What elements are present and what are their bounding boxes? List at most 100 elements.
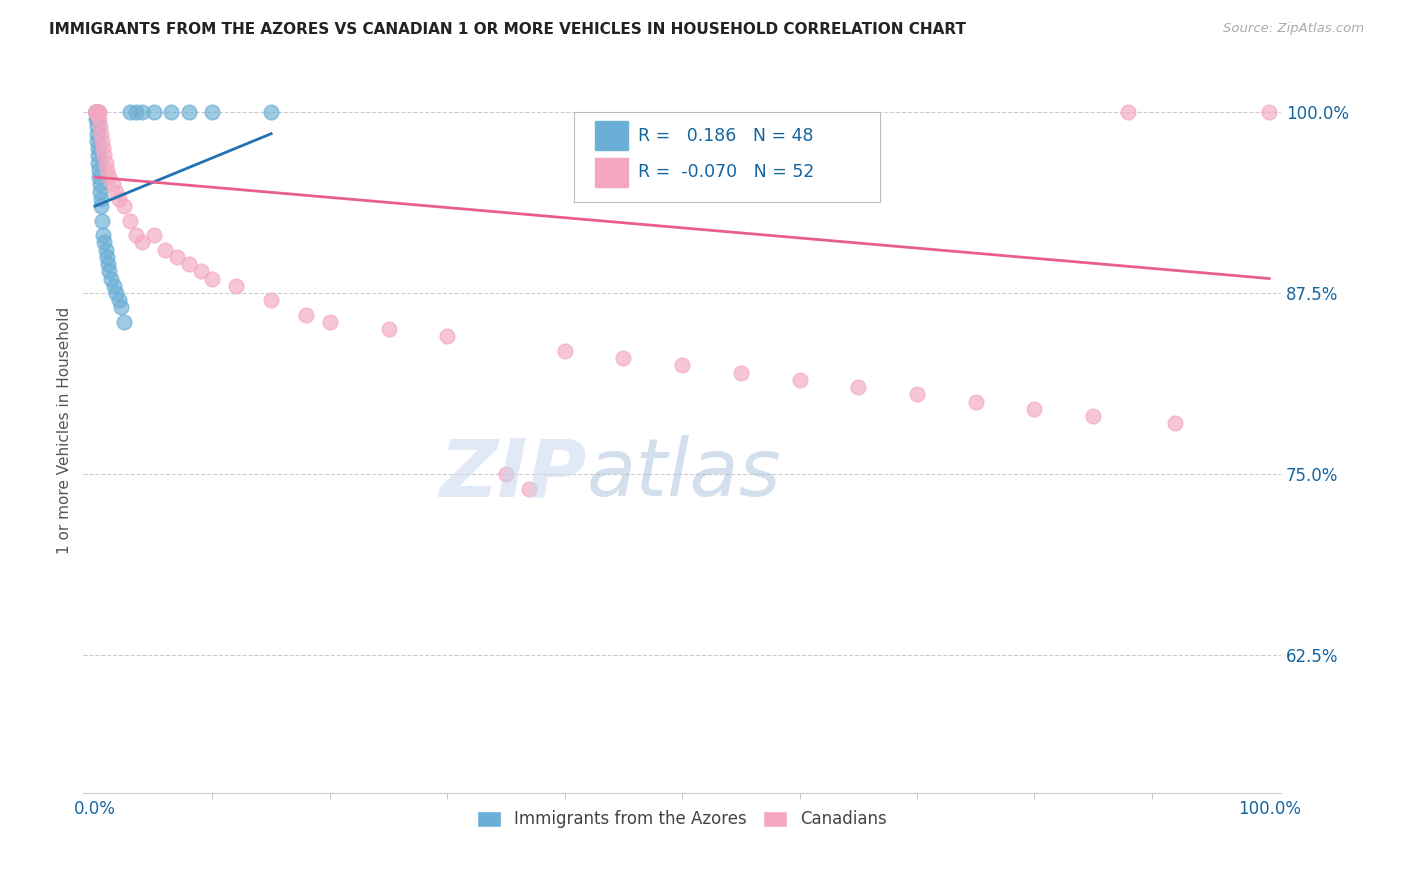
- Point: [295, 308, 318, 322]
- Point: [86, 141, 108, 155]
- Point: [1258, 105, 1281, 120]
- Legend: Immigrants from the Azores, Canadians: Immigrants from the Azores, Canadians: [471, 804, 894, 835]
- Point: [87, 148, 110, 162]
- Point: [105, 185, 128, 199]
- Point: [86, 105, 108, 120]
- Point: [84, 105, 107, 120]
- Point: [730, 366, 752, 380]
- Point: [190, 264, 212, 278]
- Point: [86, 120, 108, 134]
- Point: [142, 228, 165, 243]
- Point: [91, 134, 114, 148]
- Point: [93, 235, 115, 250]
- Point: [86, 105, 108, 120]
- Point: [1116, 105, 1139, 120]
- Point: [965, 394, 987, 409]
- Point: [94, 243, 117, 257]
- Point: [86, 127, 108, 141]
- Point: [260, 293, 283, 308]
- Point: [142, 105, 165, 120]
- Point: [100, 271, 122, 285]
- Point: [91, 141, 114, 155]
- Point: [107, 192, 129, 206]
- Point: [612, 351, 634, 366]
- Point: [87, 105, 110, 120]
- FancyBboxPatch shape: [574, 112, 880, 202]
- Point: [84, 105, 107, 120]
- Point: [84, 105, 107, 120]
- Point: [131, 105, 153, 120]
- Point: [84, 105, 107, 120]
- Bar: [595, 121, 628, 151]
- Text: Source: ZipAtlas.com: Source: ZipAtlas.com: [1223, 22, 1364, 36]
- Point: [89, 185, 111, 199]
- Point: [87, 162, 110, 177]
- Point: [519, 482, 541, 496]
- Point: [120, 105, 142, 120]
- Point: [91, 213, 114, 227]
- Point: [436, 329, 458, 343]
- Point: [110, 301, 132, 315]
- Point: [89, 178, 111, 192]
- Point: [84, 105, 107, 120]
- Point: [1024, 401, 1046, 416]
- Point: [84, 105, 107, 120]
- Point: [125, 228, 148, 243]
- Text: R =   0.186   N = 48: R = 0.186 N = 48: [638, 127, 813, 145]
- Point: [846, 380, 869, 394]
- Point: [177, 105, 200, 120]
- Point: [86, 105, 108, 120]
- Point: [86, 105, 108, 120]
- Point: [86, 112, 108, 127]
- Point: [89, 170, 111, 185]
- Point: [98, 264, 121, 278]
- Point: [103, 278, 125, 293]
- Point: [90, 199, 112, 213]
- Point: [84, 105, 107, 120]
- Point: [101, 178, 124, 192]
- Point: [86, 105, 108, 120]
- Point: [125, 105, 148, 120]
- Point: [107, 293, 129, 308]
- Point: [112, 315, 135, 329]
- Point: [87, 155, 110, 169]
- Point: [671, 359, 693, 373]
- Point: [94, 155, 117, 169]
- Point: [377, 322, 399, 336]
- Point: [89, 112, 111, 127]
- Text: IMMIGRANTS FROM THE AZORES VS CANADIAN 1 OR MORE VEHICLES IN HOUSEHOLD CORRELATI: IMMIGRANTS FROM THE AZORES VS CANADIAN 1…: [49, 22, 966, 37]
- Point: [86, 105, 108, 120]
- Point: [84, 105, 107, 120]
- Text: R =  -0.070   N = 52: R = -0.070 N = 52: [638, 163, 814, 181]
- Point: [87, 105, 110, 120]
- Point: [86, 112, 108, 127]
- Point: [166, 250, 188, 264]
- Point: [84, 105, 107, 120]
- Point: [90, 192, 112, 206]
- Point: [260, 105, 283, 120]
- Point: [105, 285, 128, 300]
- Point: [91, 228, 114, 243]
- Point: [495, 467, 517, 481]
- Point: [97, 257, 120, 271]
- Point: [96, 250, 118, 264]
- Point: [87, 105, 110, 120]
- Point: [177, 257, 200, 271]
- Point: [1081, 409, 1104, 423]
- Point: [201, 271, 224, 285]
- Point: [86, 105, 108, 120]
- Point: [84, 105, 107, 120]
- Point: [131, 235, 153, 250]
- Point: [86, 134, 108, 148]
- Point: [98, 170, 121, 185]
- Point: [789, 373, 811, 387]
- Point: [155, 243, 177, 257]
- Point: [319, 315, 342, 329]
- Point: [86, 105, 108, 120]
- Point: [160, 105, 183, 120]
- Bar: [595, 158, 628, 186]
- Text: atlas: atlas: [586, 435, 782, 513]
- Text: ZIP: ZIP: [439, 435, 586, 513]
- Point: [84, 105, 107, 120]
- Point: [120, 213, 142, 227]
